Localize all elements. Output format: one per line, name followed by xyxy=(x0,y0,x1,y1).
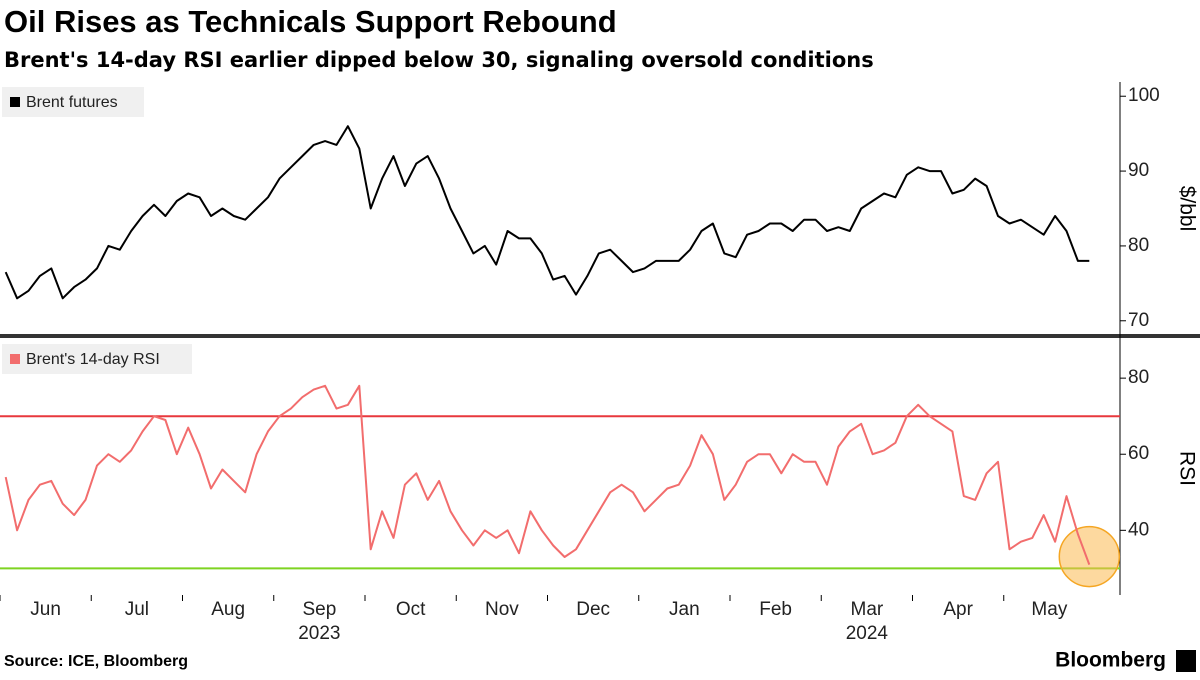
x-tick-label: Mar xyxy=(851,599,884,620)
legend-swatch xyxy=(10,97,20,107)
x-tick-label: Sep xyxy=(302,599,336,620)
panel-separator xyxy=(0,334,1200,338)
brand: Bloomberg xyxy=(1055,649,1166,672)
y-axis-unit: $/bbl xyxy=(1175,186,1198,232)
legend-box xyxy=(2,344,192,374)
y-tick-label: 40 xyxy=(1128,519,1149,540)
x-tick-label: Apr xyxy=(943,599,973,620)
y-tick-label: 90 xyxy=(1128,160,1149,181)
x-tick-label: Dec xyxy=(576,599,610,620)
y-tick-label: 60 xyxy=(1128,443,1149,464)
x-tick-label: Aug xyxy=(211,599,245,620)
x-tick-label: Jul xyxy=(125,599,149,620)
y-tick-label: 100 xyxy=(1128,85,1160,106)
x-tick-label: Nov xyxy=(485,599,519,620)
x-tick-label: Oct xyxy=(396,599,426,620)
legend-label: Brent's 14-day RSI xyxy=(26,351,160,368)
x-tick-label: May xyxy=(1031,599,1067,620)
x-year-label: 2024 xyxy=(846,623,889,644)
x-tick-label: Feb xyxy=(759,599,792,620)
x-tick-label: Jun xyxy=(30,599,61,620)
legend-box xyxy=(2,87,144,117)
brand-icon xyxy=(1176,650,1196,672)
x-year-label: 2023 xyxy=(298,623,340,644)
y-axis-unit: RSI xyxy=(1175,451,1198,486)
y-tick-label: 70 xyxy=(1128,310,1149,331)
y-tick-label: 80 xyxy=(1128,235,1149,256)
y-tick-label: 80 xyxy=(1128,367,1149,388)
legend-swatch xyxy=(10,354,20,364)
highlight-circle xyxy=(1058,525,1121,588)
source: Source: ICE, Bloomberg xyxy=(4,653,188,670)
data-line xyxy=(4,125,1090,300)
chart-subtitle: Brent's 14-day RSI earlier dipped below … xyxy=(4,48,874,72)
x-tick-label: Jan xyxy=(669,599,700,620)
data-line xyxy=(4,384,1091,565)
legend-label: Brent futures xyxy=(26,94,118,111)
chart-title: Oil Rises as Technicals Support Rebound xyxy=(4,4,617,39)
